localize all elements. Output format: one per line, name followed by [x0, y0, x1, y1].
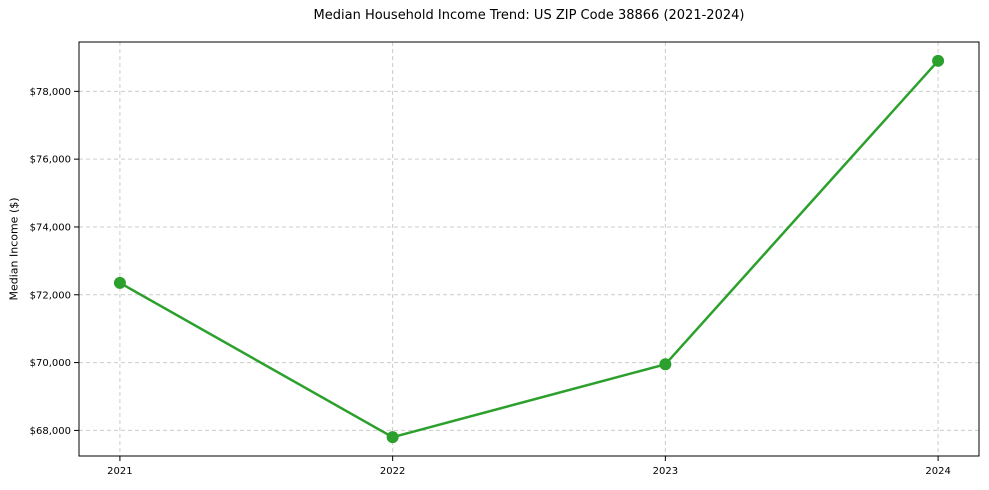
x-tick-label: 2024 [925, 466, 950, 477]
income-trend-line [118, 59, 940, 439]
data-point-marker [113, 276, 126, 289]
y-tick-label: $68,000 [30, 426, 71, 437]
y-tick-label: $74,000 [30, 222, 71, 233]
x-tick-label: 2021 [107, 466, 132, 477]
data-point-marker [659, 358, 672, 371]
y-tick-label: $72,000 [30, 290, 71, 301]
y-tick-label: $76,000 [30, 155, 71, 166]
data-point-marker [932, 54, 945, 67]
y-tick-label: $70,000 [30, 358, 71, 369]
x-tick-label: 2022 [380, 466, 405, 477]
x-tick-label: 2023 [653, 466, 678, 477]
data-point-marker [386, 431, 399, 444]
y-tick-label: $78,000 [30, 87, 71, 98]
chart-title: Median Household Income Trend: US ZIP Co… [313, 8, 745, 23]
plot-border [78, 41, 980, 457]
